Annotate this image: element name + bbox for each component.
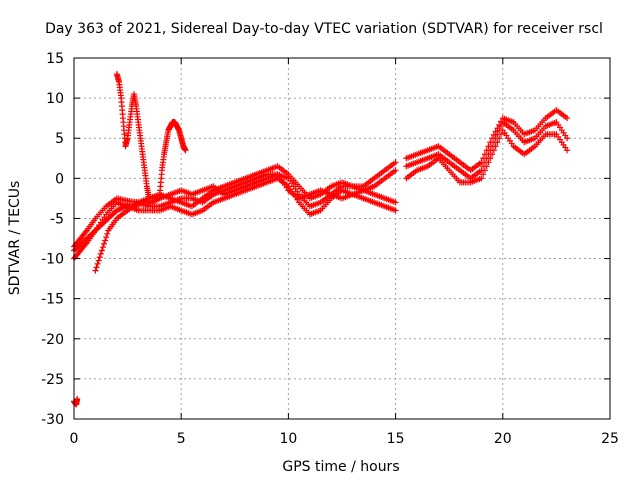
data-point — [494, 139, 501, 146]
data-point — [496, 135, 503, 142]
data-point — [483, 163, 490, 170]
grid-lines — [74, 58, 610, 419]
series-late-middle — [403, 119, 571, 182]
data-point — [490, 147, 497, 154]
x-tick-label: 25 — [601, 431, 619, 447]
data-point — [392, 167, 399, 174]
data-point — [99, 244, 106, 251]
y-tick-label: 15 — [46, 51, 64, 67]
data-point — [182, 147, 189, 154]
data-point — [98, 247, 105, 254]
y-tick-label: -15 — [41, 292, 64, 308]
data-point — [487, 155, 494, 162]
data-point — [490, 131, 497, 138]
data-point — [485, 159, 492, 166]
data-point — [94, 260, 101, 267]
data-point — [102, 237, 109, 244]
series-outlier — [71, 395, 81, 408]
data-point — [82, 228, 89, 235]
axis-ticks — [73, 57, 611, 420]
y-axis-label: SDTVAR / TECUs — [7, 181, 23, 296]
series-late-upper — [403, 107, 571, 174]
x-tick-label: 20 — [494, 431, 512, 447]
data-point — [146, 195, 153, 202]
x-axis-label: GPS time / hours — [282, 459, 399, 475]
y-tick-label: 10 — [46, 91, 64, 107]
data-point — [97, 250, 104, 257]
series-trace-D — [71, 167, 399, 254]
data-point — [96, 254, 103, 261]
y-tick-label: 0 — [55, 171, 64, 187]
data-point — [564, 135, 571, 142]
x-tick-label: 0 — [70, 431, 79, 447]
y-tick-label: -5 — [50, 211, 64, 227]
x-tick-label: 15 — [387, 431, 405, 447]
data-point — [392, 199, 399, 206]
y-tick-label: 5 — [55, 131, 64, 147]
data-point — [489, 151, 496, 158]
y-tick-label: -10 — [41, 252, 64, 268]
series-spike-mid — [156, 119, 189, 198]
y-tick-labels: 15 10 5 0 -5 -10 -15 -20 -25 -30 — [41, 51, 64, 428]
series-late-lower — [403, 127, 571, 186]
data-point — [392, 207, 399, 214]
data-point — [478, 175, 485, 182]
data-point — [498, 131, 505, 138]
data-points — [71, 71, 571, 408]
data-point — [392, 159, 399, 166]
data-point — [101, 240, 108, 247]
x-tick-labels: 0 5 10 15 20 25 — [70, 431, 619, 447]
chart-title: Day 363 of 2021, Sidereal Day-to-day VTE… — [45, 21, 603, 37]
x-tick-label: 10 — [279, 431, 297, 447]
y-tick-label: -20 — [41, 332, 64, 348]
data-point — [92, 267, 99, 274]
data-point — [104, 230, 111, 237]
data-point — [481, 167, 488, 174]
plot-frame — [73, 57, 611, 420]
data-point — [492, 143, 499, 150]
data-point — [93, 264, 100, 271]
data-point — [564, 115, 571, 122]
data-point — [103, 234, 110, 241]
data-point — [74, 395, 81, 402]
data-point — [498, 123, 505, 130]
y-tick-label: -25 — [41, 372, 64, 388]
data-point — [564, 147, 571, 154]
data-point — [480, 171, 487, 178]
series-spike-early — [113, 71, 153, 202]
data-point — [95, 257, 102, 264]
y-tick-label: -30 — [41, 412, 64, 428]
x-tick-label: 5 — [177, 431, 186, 447]
